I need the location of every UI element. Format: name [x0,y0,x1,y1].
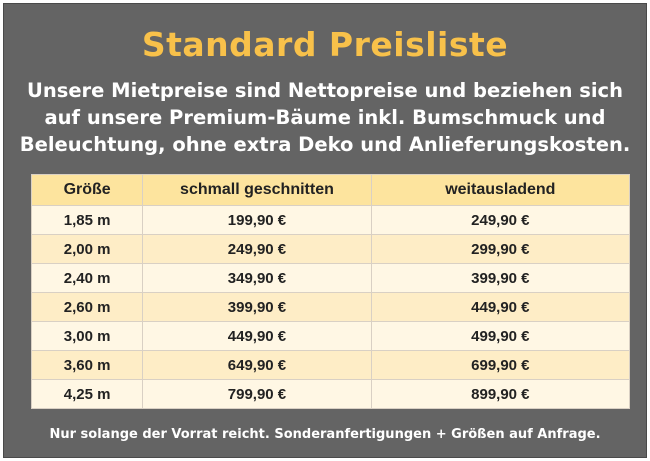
intro-line: Unsere Mietpreise sind Nettopreise und b… [27,79,623,102]
intro-line: auf unsere Premium-Bäume inkl. Bumschmuc… [44,106,606,129]
cell-price-slim: 399,90 € [142,292,372,322]
header-slim: schmall geschnitten [142,174,372,206]
cell-price-slim: 799,90 € [142,379,372,409]
header-wide: weitausladend [370,174,631,206]
intro-line: Beleuchtung, ohne extra Deko und Anliefe… [19,133,631,156]
table-row: 3,60 m 649,90 € 699,90 € [30,350,631,380]
table-row: 4,25 m 799,90 € 899,90 € [30,379,631,409]
cell-size: 1,85 m [30,205,144,235]
cell-size: 2,60 m [30,292,144,322]
cell-size: 3,60 m [30,350,144,380]
cell-size: 2,40 m [30,263,144,293]
cell-price-slim: 649,90 € [142,350,372,380]
cell-price-wide: 249,90 € [370,205,631,235]
intro-text: Unsere Mietpreise sind Nettopreise und b… [10,77,640,158]
cell-size: 2,00 m [30,234,144,264]
table-row: 1,85 m 199,90 € 249,90 € [30,205,631,235]
cell-price-wide: 899,90 € [370,379,631,409]
cell-price-slim: 449,90 € [142,321,372,351]
footnote: Nur solange der Vorrat reicht. Sonderanf… [49,427,601,442]
cell-price-wide: 699,90 € [370,350,631,380]
table-header-row: Größe schmall geschnitten weitausladend [30,174,631,206]
page-title: Standard Preisliste [141,25,509,64]
cell-price-wide: 299,90 € [370,234,631,264]
cell-price-slim: 249,90 € [142,234,372,264]
price-board: Standard Preisliste Unsere Mietpreise si… [3,3,647,458]
cell-size: 4,25 m [30,379,144,409]
cell-price-wide: 399,90 € [370,263,631,293]
cell-price-slim: 349,90 € [142,263,372,293]
cell-price-wide: 449,90 € [370,292,631,322]
table-row: 3,00 m 449,90 € 499,90 € [30,321,631,351]
cell-size: 3,00 m [30,321,144,351]
header-size: Größe [30,174,144,206]
cell-price-slim: 199,90 € [142,205,372,235]
table-row: 2,40 m 349,90 € 399,90 € [30,263,631,293]
cell-price-wide: 499,90 € [370,321,631,351]
table-row: 2,60 m 399,90 € 449,90 € [30,292,631,322]
table-row: 2,00 m 249,90 € 299,90 € [30,234,631,264]
price-table: Größe schmall geschnitten weitausladend … [30,174,631,409]
